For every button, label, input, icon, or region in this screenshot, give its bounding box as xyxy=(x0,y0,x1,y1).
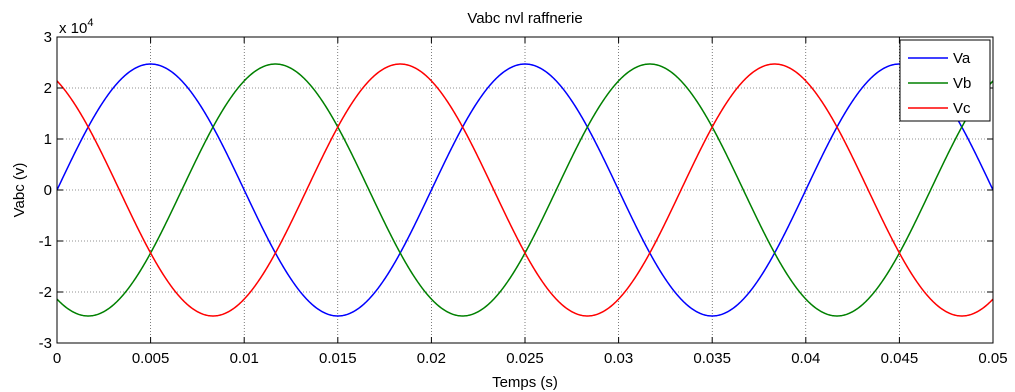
legend-box xyxy=(899,39,991,122)
x-tick-label: 0.035 xyxy=(693,350,731,367)
tick-marks xyxy=(56,36,994,344)
x-tick-label: 0.025 xyxy=(506,350,544,367)
x-axis-label: Temps (s) xyxy=(492,374,558,391)
series-lines xyxy=(57,63,993,317)
legend-label-va: Va xyxy=(953,50,971,67)
x-tick-label: 0 xyxy=(53,350,61,367)
x-tick-label: 0.01 xyxy=(230,350,259,367)
y-tick-label: 1 xyxy=(44,131,52,148)
y-tick-label: -3 xyxy=(39,335,52,352)
series-line-vc xyxy=(57,63,993,317)
x-tick-label: 0.005 xyxy=(132,350,170,367)
chart-title: Vabc nvl raffnerie xyxy=(467,10,582,27)
x-tick-label: 0.015 xyxy=(319,350,357,367)
x-tick-label: 0.04 xyxy=(791,350,820,367)
x-tick-label: 0.03 xyxy=(604,350,633,367)
y-axis-label: Vabc (v) xyxy=(11,163,28,218)
y-tick-label: -1 xyxy=(39,233,52,250)
legend: Va Vb Vc xyxy=(899,39,991,122)
y-tick-label: 0 xyxy=(44,182,52,199)
legend-label-vc: Vc xyxy=(953,100,971,117)
y-tick-label: 3 xyxy=(44,29,52,46)
y-tick-label: 2 xyxy=(44,80,52,97)
x-tick-label: 0.045 xyxy=(881,350,919,367)
x-tick-labels: 0 0.005 0.01 0.015 0.02 0.025 0.03 0.035 0.04 0.0… xyxy=(53,350,1008,367)
y-tick-labels: -3 -2 -1 0 1 2 3 xyxy=(39,29,52,352)
y-tick-label: -2 xyxy=(39,284,52,301)
x-tick-label: 0.02 xyxy=(417,350,446,367)
legend-label-vb: Vb xyxy=(953,75,971,92)
y-multiplier: x 104 xyxy=(59,17,93,37)
x-tick-label: 0.05 xyxy=(978,350,1007,367)
